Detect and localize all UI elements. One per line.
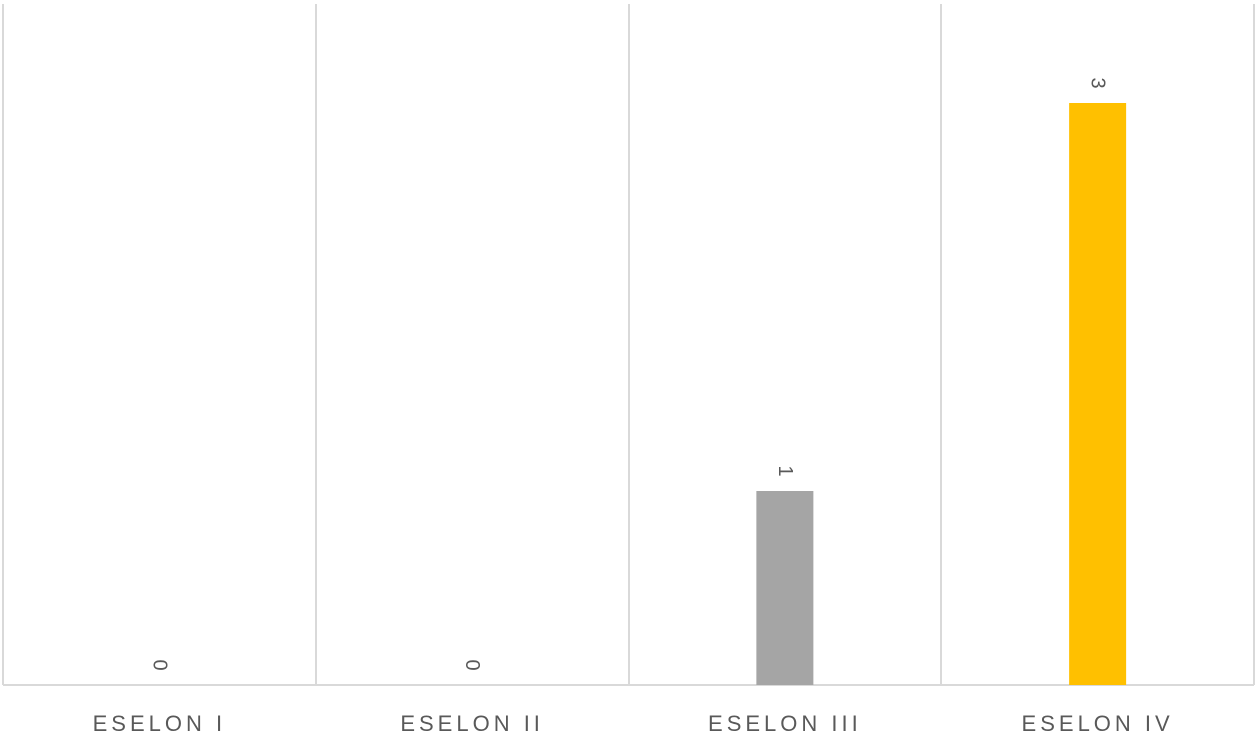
- category-label-eselon-i: ESELON I: [93, 711, 226, 736]
- bar-eselon-iv: [1069, 103, 1127, 685]
- data-label-eselon-iii: 1: [774, 465, 796, 476]
- bar-eselon-iii: [756, 491, 814, 685]
- data-label-eselon-i: 0: [148, 659, 170, 670]
- category-label-eselon-ii: ESELON II: [400, 711, 544, 736]
- data-label-eselon-iv: 3: [1087, 77, 1109, 88]
- category-label-eselon-iii: ESELON III: [708, 711, 862, 736]
- data-label-eselon-ii: 0: [461, 659, 483, 670]
- category-label-eselon-iv: ESELON IV: [1022, 711, 1174, 736]
